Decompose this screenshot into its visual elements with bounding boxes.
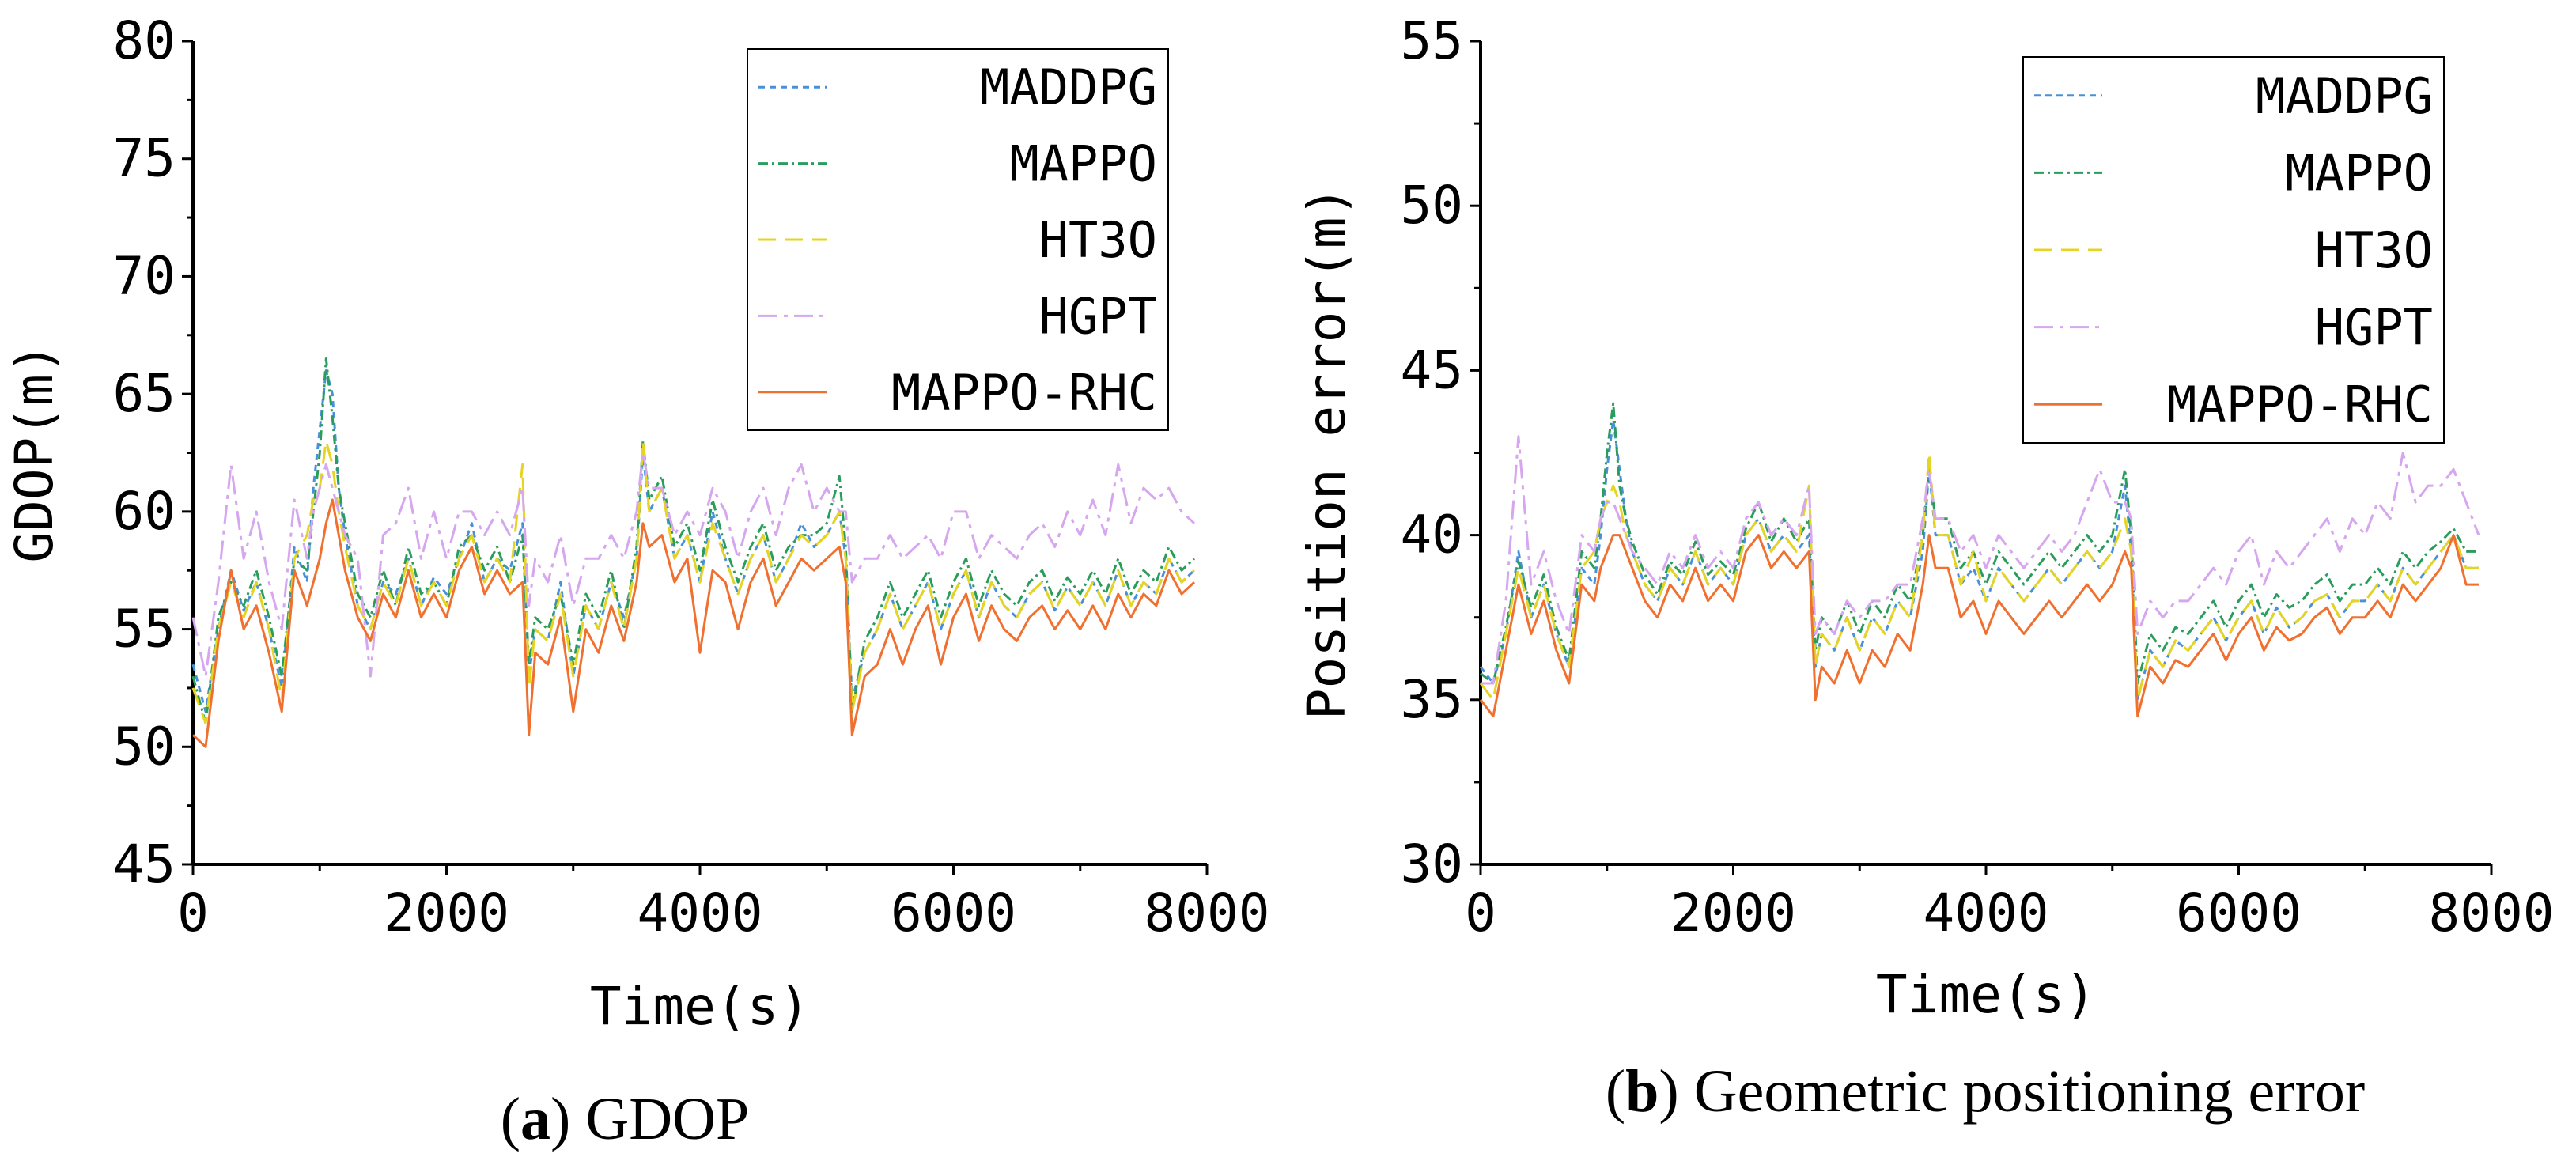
x-tick-label: 0 (1465, 883, 1496, 944)
x-axis-label: Time(s) (590, 976, 810, 1037)
caption-text: ) Geometric positioning error (1659, 1058, 2365, 1125)
series-line-mappo (1480, 402, 2479, 685)
y-tick-label: 40 (1401, 505, 1463, 565)
caption-paren-open: ( (501, 1086, 520, 1152)
y-tick-label: 55 (1401, 10, 1463, 71)
x-axis-label: Time(s) (1876, 964, 2096, 1025)
x-tick-label: 0 (177, 883, 209, 944)
y-tick-label: 65 (113, 363, 176, 424)
legend-label: HGPT (2315, 299, 2433, 357)
x-tick-label: 2000 (1670, 883, 1796, 944)
x-tick-label: 6000 (2176, 883, 2302, 944)
panel-a-gdop: 45 50 55 60 65 70 75 80 0 2000 4000 6000 8000 MADDPG M… (4, 10, 1269, 1152)
series-line-maddpg (1479, 418, 2479, 702)
y-tick-label: 45 (1401, 339, 1463, 400)
legend-label: MAPPO-RHC (2167, 376, 2433, 433)
panel-caption: (a) GDOP (501, 1086, 750, 1152)
y-tick-label: 50 (1401, 175, 1463, 236)
y-axis-label: Position error(m) (1296, 186, 1357, 720)
legend-label: MAPPO (2285, 144, 2433, 202)
caption-text: ) GDOP (550, 1086, 749, 1152)
panel-caption: (b) Geometric positioning error (1606, 1058, 2365, 1125)
legend-label: HT3O (2315, 221, 2433, 279)
y-tick-label: 45 (113, 834, 176, 894)
y-tick-label: 55 (113, 599, 176, 660)
y-tick-label: 60 (113, 481, 176, 542)
y-tick-label: 80 (113, 10, 176, 71)
y-tick-label: 35 (1401, 669, 1463, 730)
legend-label: MADDPG (980, 59, 1157, 116)
y-tick-label: 75 (113, 128, 176, 189)
series-line-mappo-rhc (191, 498, 1196, 748)
legend-label: HGPT (1039, 287, 1157, 345)
x-tick-label: 2000 (384, 883, 509, 944)
caption-letter: a (520, 1086, 550, 1152)
y-tick-label: 70 (113, 245, 176, 306)
legend-label: MAPPO-RHC (891, 364, 1157, 422)
x-tick-label: 8000 (1144, 883, 1270, 944)
series-line-hgpt (191, 452, 1196, 678)
series-line-maddpg (191, 369, 1196, 713)
x-tick-label: 4000 (1923, 883, 2049, 944)
legend-label: MAPPO (1009, 135, 1157, 193)
panel-b-position-error: 30 35 40 45 50 55 0 2000 4000 6000 8000 MADDPG MAPPO… (1296, 10, 2554, 1125)
y-tick-label: 50 (113, 716, 176, 777)
legend-label: HT3O (1039, 211, 1157, 269)
series-line-mappo (191, 357, 1196, 724)
legend-label: MADDPG (2256, 67, 2433, 125)
series-line-mappo-rhc (1479, 534, 2479, 718)
x-tick-label: 4000 (637, 883, 763, 944)
x-tick-label: 6000 (891, 883, 1016, 944)
series-line-ht3o (1479, 452, 2479, 702)
y-tick-label: 30 (1401, 834, 1463, 894)
caption-paren-open: ( (1606, 1058, 1625, 1125)
caption-letter: b (1625, 1058, 1659, 1125)
x-tick-label: 8000 (2429, 883, 2555, 944)
series-line-hgpt (1481, 435, 2480, 685)
y-axis-label: GDOP(m) (4, 342, 65, 562)
